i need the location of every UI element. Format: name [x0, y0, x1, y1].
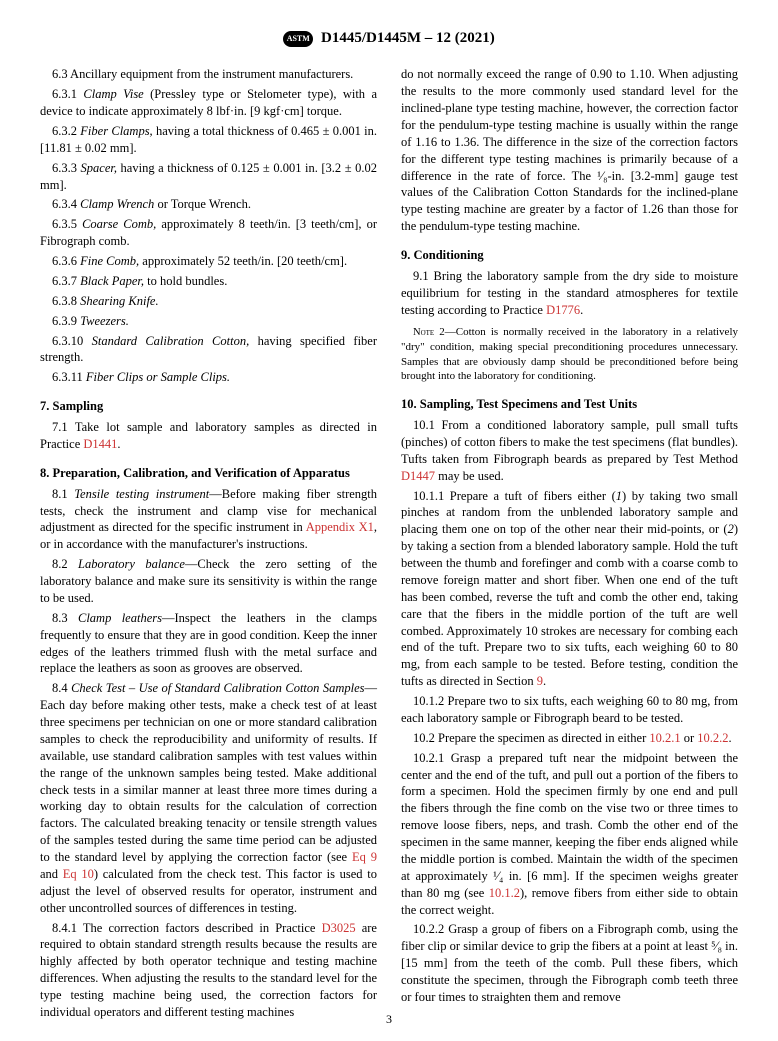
para-8-2: 8.2 Laboratory balance—Check the zero se… — [40, 556, 377, 607]
ref-d1776: D1776 — [546, 303, 580, 317]
para-6-3-6: 6.3.6 Fine Comb, approximately 52 teeth/… — [40, 253, 377, 270]
ref-10-2-1: 10.2.1 — [649, 731, 680, 745]
para-10-2: 10.2 Prepare the specimen as directed in… — [401, 730, 738, 747]
section-10-heading: 10. Sampling, Test Specimens and Test Un… — [401, 396, 738, 413]
page-number: 3 — [0, 1011, 778, 1027]
para-8-4-1: 8.4.1 The correction factors described i… — [40, 920, 377, 1021]
section-8-heading: 8. Preparation, Calibration, and Verific… — [40, 465, 377, 482]
para-6-3-11: 6.3.11 Fiber Clips or Sample Clips. — [40, 369, 377, 386]
para-8-1: 8.1 Tensile testing instrument—Before ma… — [40, 486, 377, 554]
designation-number: D1445/D1445M – 12 (2021) — [321, 30, 495, 46]
ref-d1441: D1441 — [83, 437, 117, 451]
para-9-1: 9.1 Bring the laboratory sample from the… — [401, 268, 738, 319]
para-10-1: 10.1 From a conditioned laboratory sampl… — [401, 417, 738, 485]
ref-eq10: Eq 10 — [63, 867, 94, 881]
para-10-2-1: 10.2.1 Grasp a prepared tuft near the mi… — [401, 750, 738, 919]
para-6-3-2: 6.3.2 Fiber Clamps, having a total thick… — [40, 123, 377, 157]
para-10-1-2: 10.1.2 Prepare two to six tufts, each we… — [401, 693, 738, 727]
section-9-heading: 9. Conditioning — [401, 247, 738, 264]
para-10-1-1: 10.1.1 Prepare a tuft of fibers either (… — [401, 488, 738, 691]
para-6-3-5: 6.3.5 Coarse Comb, approximately 8 teeth… — [40, 216, 377, 250]
para-6-3-1: 6.3.1 Clamp Vise (Pressley type or Stelo… — [40, 86, 377, 120]
ref-eq9: Eq 9 — [352, 850, 377, 864]
ref-appendix-x1: Appendix X1 — [306, 520, 374, 534]
para-6-3-9: 6.3.9 Tweezers. — [40, 313, 377, 330]
para-6-3-10: 6.3.10 Standard Calibration Cotton, havi… — [40, 333, 377, 367]
astm-logo: ASTM — [283, 31, 313, 47]
document-header: ASTM D1445/D1445M – 12 (2021) — [40, 28, 738, 48]
two-column-layout: 6.3 Ancillary equipment from the instrum… — [40, 66, 738, 1024]
para-6-3: 6.3 Ancillary equipment from the instrum… — [40, 66, 377, 83]
section-7-heading: 7. Sampling — [40, 398, 377, 415]
ref-10-1-2: 10.1.2 — [489, 886, 520, 900]
para-6-3-4: 6.3.4 Clamp Wrench or Torque Wrench. — [40, 196, 377, 213]
ref-d1447: D1447 — [401, 469, 435, 483]
right-column: do not normally exceed the range of 0.90… — [401, 66, 738, 1024]
para-8-3: 8.3 Clamp leathers—Inspect the leathers … — [40, 610, 377, 678]
para-6-3-8: 6.3.8 Shearing Knife. — [40, 293, 377, 310]
para-7-1: 7.1 Take lot sample and laboratory sampl… — [40, 419, 377, 453]
note-2: Note 2—Cotton is normally received in th… — [401, 325, 738, 385]
para-8-4: 8.4 Check Test – Use of Standard Calibra… — [40, 680, 377, 916]
para-6-3-3: 6.3.3 Spacer, having a thickness of 0.12… — [40, 160, 377, 194]
ref-10-2-2: 10.2.2 — [697, 731, 728, 745]
para-6-3-7: 6.3.7 Black Paper, to hold bundles. — [40, 273, 377, 290]
para-10-2-2: 10.2.2 Grasp a group of fibers on a Fibr… — [401, 921, 738, 1005]
para-8-4-1-cont: do not normally exceed the range of 0.90… — [401, 66, 738, 235]
ref-d3025: D3025 — [322, 921, 356, 935]
left-column: 6.3 Ancillary equipment from the instrum… — [40, 66, 377, 1024]
